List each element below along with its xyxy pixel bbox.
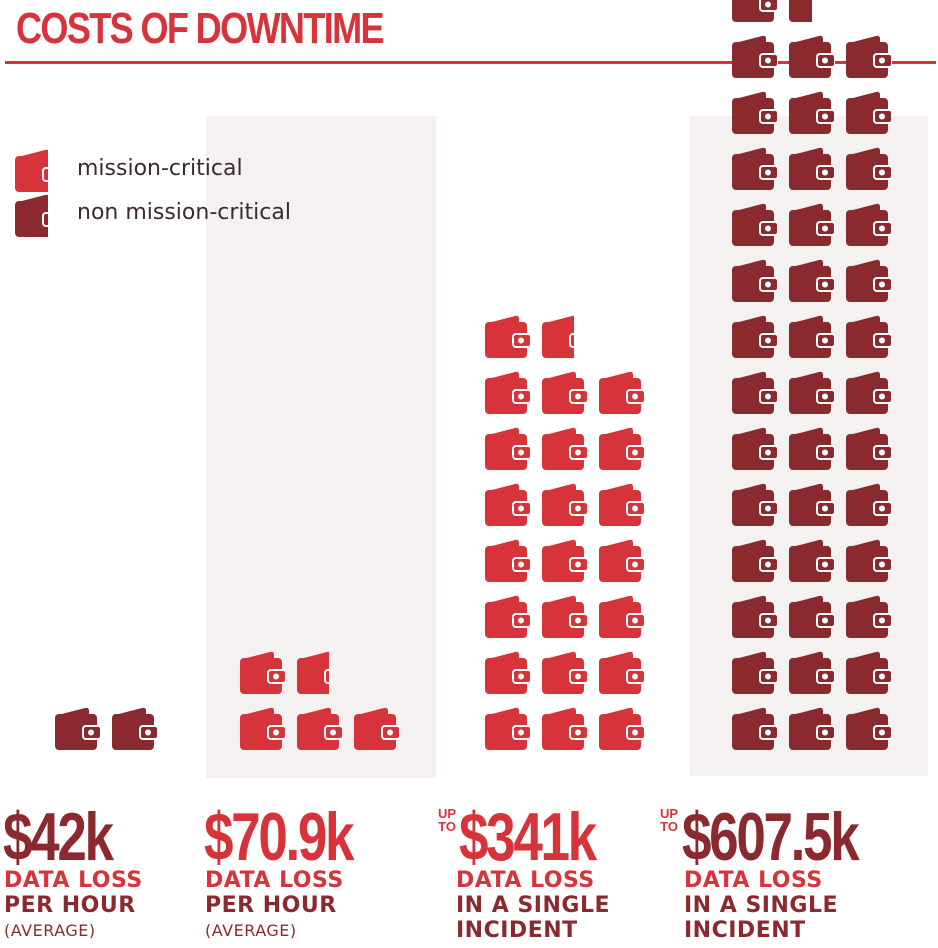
legend-icon-mission-critical <box>15 149 48 192</box>
wallet-icon <box>789 483 835 526</box>
wallet-icon <box>789 427 835 470</box>
wallet-icon <box>542 483 588 526</box>
value-label-3: $341k <box>459 799 597 875</box>
caption-2-line1: DATA LOSS <box>205 868 344 893</box>
caption-2-line2: PER HOUR <box>205 893 337 918</box>
title-rule <box>5 61 936 64</box>
wallet-icon <box>732 203 778 246</box>
wallet-icon <box>846 595 892 638</box>
caption-4-line2: IN A SINGLE <box>684 893 838 918</box>
upto-3-top: UP <box>437 806 456 821</box>
wallet-icon <box>732 651 778 694</box>
wallet-icon <box>354 707 400 750</box>
caption-3-line1: DATA LOSS <box>456 868 595 893</box>
wallet-icon <box>789 707 835 750</box>
wallet-icon <box>789 371 835 414</box>
caption-4-line1: DATA LOSS <box>684 868 823 893</box>
wallet-icon <box>789 91 835 134</box>
wallet-icon-partial <box>297 651 329 694</box>
wallet-icon <box>789 651 835 694</box>
caption-2-sub: (AVERAGE) <box>205 921 297 940</box>
wallet-icon <box>112 707 158 750</box>
upto-4-bottom: TO <box>660 819 678 834</box>
wallet-icon <box>732 315 778 358</box>
caption-1-line1: DATA LOSS <box>4 868 143 893</box>
wallet-icon <box>789 203 835 246</box>
wallet-icon <box>599 371 645 414</box>
legend-label-non-mission-critical: non mission-critical <box>77 200 291 225</box>
wallet-icon <box>485 483 531 526</box>
wallet-icon <box>789 539 835 582</box>
wallet-icon <box>542 371 588 414</box>
caption-1-line2: PER HOUR <box>4 893 136 918</box>
wallet-icon <box>599 595 645 638</box>
caption-3-line2: IN A SINGLE <box>456 893 610 918</box>
wallet-icon <box>732 371 778 414</box>
wallet-icon <box>485 539 531 582</box>
wallet-icon <box>846 539 892 582</box>
wallet-icon <box>846 371 892 414</box>
wallet-icon <box>846 259 892 302</box>
wallet-icon <box>485 595 531 638</box>
wallet-icon <box>732 35 778 78</box>
wallet-icon <box>846 203 892 246</box>
wallet-icon <box>789 595 835 638</box>
wallet-icon <box>485 315 531 358</box>
wallet-icon <box>789 315 835 358</box>
wallet-icon <box>732 0 778 22</box>
wallet-icon <box>599 651 645 694</box>
legend-label-mission-critical: mission-critical <box>77 156 243 181</box>
wallet-icon <box>240 651 286 694</box>
wallet-icon <box>732 483 778 526</box>
wallet-icon <box>240 707 286 750</box>
value-label-1: $42k <box>3 799 114 875</box>
wallet-icon <box>542 651 588 694</box>
wallet-icon <box>542 427 588 470</box>
caption-4-line3: INCIDENT <box>684 918 806 943</box>
wallet-icon <box>846 35 892 78</box>
wallet-icon-partial <box>789 0 812 22</box>
wallet-icon <box>485 651 531 694</box>
wallet-icon <box>732 91 778 134</box>
wallet-icon-partial <box>542 315 574 358</box>
wallet-icon <box>732 259 778 302</box>
wallet-icon <box>732 707 778 750</box>
caption-3-line3: INCIDENT <box>456 918 578 943</box>
caption-1-sub: (AVERAGE) <box>4 921 96 940</box>
wallet-icon <box>846 315 892 358</box>
upto-4-top: UP <box>659 806 678 821</box>
wallet-icon <box>789 35 835 78</box>
wallet-icon <box>599 483 645 526</box>
wallet-icon <box>599 539 645 582</box>
wallet-icon <box>542 707 588 750</box>
chart-title: COSTS OF DOWNTIME <box>16 4 385 53</box>
wallet-icon <box>789 259 835 302</box>
wallet-icon <box>732 539 778 582</box>
wallet-icon <box>542 595 588 638</box>
wallet-icon <box>732 427 778 470</box>
wallet-icon <box>789 147 835 190</box>
wallet-icon <box>846 91 892 134</box>
wallet-icon <box>732 147 778 190</box>
wallet-icon <box>55 707 101 750</box>
wallet-icon <box>542 539 588 582</box>
wallet-icon <box>485 427 531 470</box>
wallet-icon <box>846 651 892 694</box>
wallet-icon <box>297 707 343 750</box>
value-label-2: $70.9k <box>204 799 355 875</box>
upto-3-bottom: TO <box>438 819 456 834</box>
wallet-icon <box>846 707 892 750</box>
wallet-icon <box>599 707 645 750</box>
wallet-icon <box>599 427 645 470</box>
wallet-icon <box>732 595 778 638</box>
wallet-icon <box>846 483 892 526</box>
wallet-icon <box>846 147 892 190</box>
legend-icon-non-mission-critical <box>15 194 48 237</box>
wallet-icon <box>846 427 892 470</box>
value-label-4: $607.5k <box>682 799 860 875</box>
wallet-icon <box>485 707 531 750</box>
wallet-icon <box>485 371 531 414</box>
